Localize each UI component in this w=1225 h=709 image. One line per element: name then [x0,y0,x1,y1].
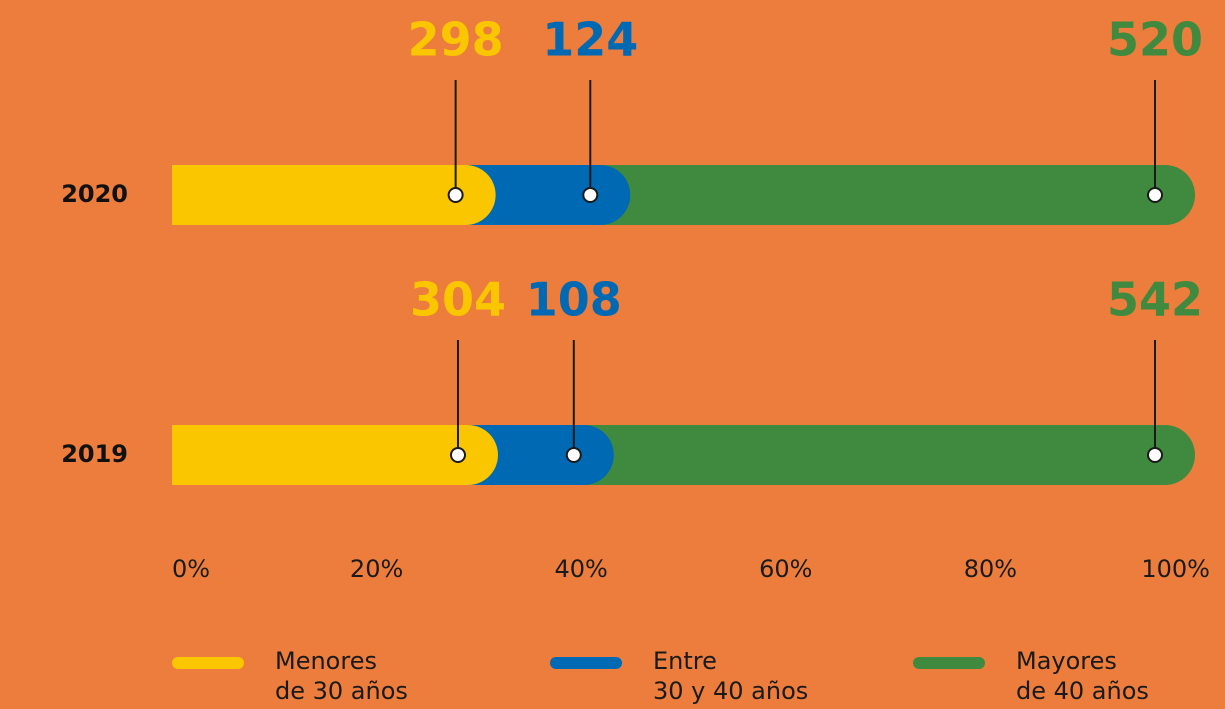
legend-swatch [550,657,622,669]
legend-swatch [172,657,244,669]
value-label: 298 [408,13,504,67]
legend-label: Entre 30 y 40 años [653,647,809,705]
legend-label: Mayores de 40 años [1016,647,1149,705]
bar-segment [583,425,1195,485]
x-tick-label: 60% [759,555,812,583]
point-marker [582,187,599,203]
value-label: 108 [526,273,622,327]
point-marker [1147,187,1163,203]
value-label: 542 [1107,273,1203,327]
bar-segment [467,425,614,485]
category-label: 2019 [61,440,128,468]
bar-segment [172,165,496,226]
value-label: 304 [410,273,506,327]
point-marker [565,447,582,463]
x-tick-label: 20% [350,555,403,583]
point-marker [449,447,466,463]
bar-segment [465,165,631,226]
x-tick-label: 0% [172,555,210,583]
value-label: 124 [542,13,638,67]
x-tick-label: 40% [555,555,608,583]
category-label: 2020 [61,180,128,208]
x-tick-label: 100% [1141,555,1210,583]
point-marker [1147,447,1163,463]
bar-segment [600,165,1195,225]
bar-segment [172,425,498,485]
x-tick-label: 80% [964,555,1017,583]
legend-swatch [913,657,985,669]
point-marker [447,187,464,203]
value-label: 520 [1107,13,1203,67]
legend-label: Menores de 30 años [275,647,408,705]
